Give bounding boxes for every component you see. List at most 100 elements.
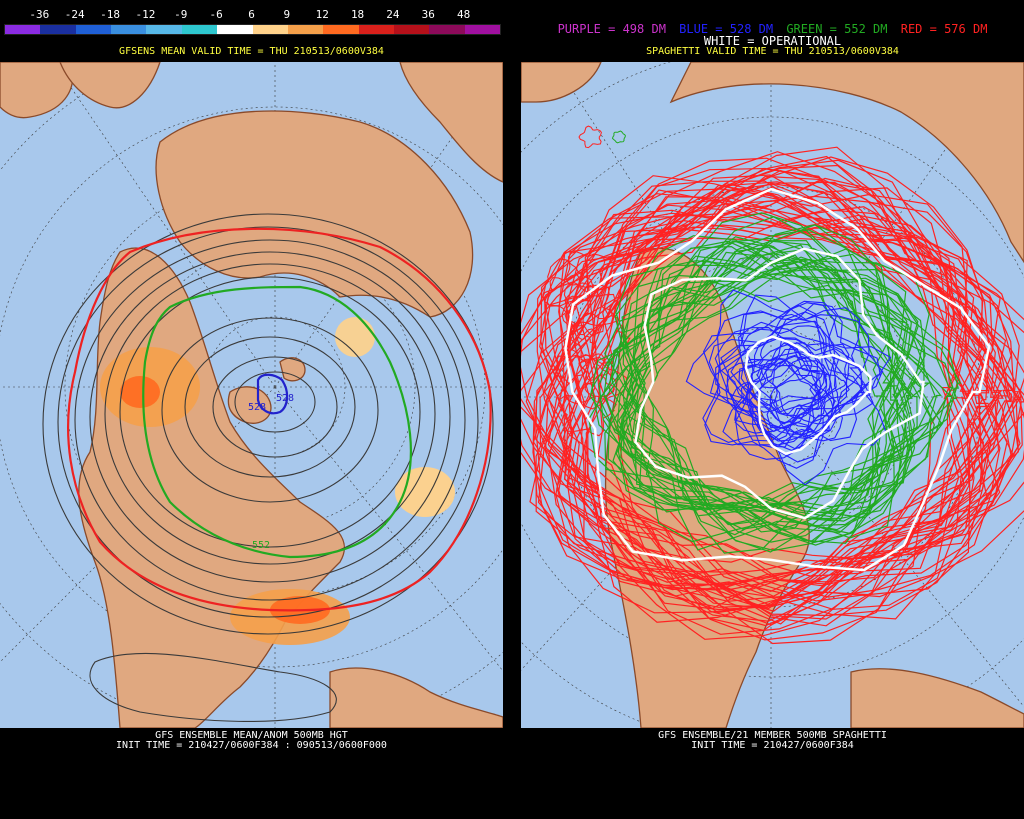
spaghetti-528-line [709, 302, 881, 446]
spaghetti-528-line [738, 321, 850, 433]
scale-tick-label: -6 [209, 8, 223, 21]
scale-tick-label: -18 [100, 8, 120, 21]
spaghetti-576-line [540, 146, 1024, 620]
spaghetti-576-line [564, 354, 617, 405]
scale-tick-label: -12 [135, 8, 156, 21]
legend-green: GREEN = 552 DM [786, 22, 888, 36]
left-map: 528 528 552 [0, 62, 503, 728]
scale-swatch [464, 25, 501, 34]
spaghetti-lines [521, 125, 1024, 645]
scale-swatch [5, 25, 41, 34]
spaghetti-528-line [740, 358, 822, 433]
spaghetti-576-line [575, 358, 628, 410]
spaghetti-576-line [558, 382, 617, 437]
spaghetti-legend: PURPLE = 498 DM BLUE = 528 DM GREEN = 55… [521, 22, 1024, 36]
operational-528-line [744, 335, 872, 456]
spaghetti-576-line [539, 184, 1014, 620]
spaghetti-576-line [552, 354, 587, 385]
scale-swatch [287, 25, 324, 34]
scale-tick-label: 48 [457, 8, 471, 21]
contour-576-line [67, 227, 492, 612]
scale-tick-label: -24 [64, 8, 85, 21]
spaghetti-552-line [598, 253, 958, 551]
spaghetti-576-line [571, 335, 597, 359]
spaghetti-552-line [607, 240, 919, 536]
operational-552-line [634, 247, 925, 520]
scale-tick-labels: -36 -24 -18 -12 -9 -6 6 9 12 18 24 36 48 [4, 8, 499, 22]
scale-tick-label: 24 [386, 8, 400, 21]
spaghetti-576-line [536, 157, 1021, 591]
spaghetti-552-line [604, 244, 925, 554]
legend-purple: PURPLE = 498 DM [557, 22, 666, 36]
scale-tick-label: 12 [315, 8, 329, 21]
scale-tick-label: -36 [29, 8, 50, 21]
scale-tick-label: 9 [283, 8, 291, 21]
scale-swatch [358, 25, 394, 34]
mean-anomaly-map: 528 528 552 [0, 62, 503, 728]
scale-swatch [429, 25, 465, 34]
scale-swatch [40, 25, 76, 34]
scale-swatch [181, 25, 218, 34]
spaghetti-576-line [565, 286, 618, 337]
spaghetti-576-line [547, 212, 992, 612]
spaghetti-576-line [558, 218, 981, 597]
right-footer-init: INIT TIME = 210427/0600F384 [691, 740, 854, 751]
spaghetti-576-line [544, 175, 1009, 602]
spaghetti-576-line [569, 204, 1012, 611]
spaghetti-552-line [622, 251, 907, 533]
spaghetti-576-line [521, 195, 990, 641]
legend-red: RED = 576 DM [900, 22, 988, 36]
contour-label-528b: 528 [276, 393, 294, 404]
scale-tick-label: 6 [248, 8, 255, 21]
spaghetti-528-line [756, 354, 820, 415]
scale-tick-label: 18 [350, 8, 365, 21]
right-map [521, 62, 1024, 728]
spaghetti-528-line [714, 327, 864, 460]
scale-swatch [111, 25, 147, 34]
operational-576-line [564, 187, 991, 572]
contour-label-528a: 528 [248, 402, 266, 413]
contour-label-552: 552 [252, 540, 270, 551]
spaghetti-576-line [584, 200, 1000, 586]
spaghetti-552-line [617, 235, 930, 534]
right-footer-title: GFS ENSEMBLE/21 MEMBER 500MB SPAGHETTI [658, 730, 887, 741]
spaghetti-576-line [563, 182, 975, 592]
spaghetti-576-line [525, 182, 1012, 626]
contour-528-line [256, 373, 289, 415]
scale-swatch [393, 25, 430, 34]
spaghetti-576-line [521, 156, 990, 617]
scale-swatch [252, 25, 288, 34]
spaghetti-528-line [720, 311, 892, 486]
scale-swatch [75, 25, 112, 34]
spaghetti-map [521, 62, 1024, 728]
scale-tick-label: -9 [174, 8, 188, 21]
spaghetti-552-line [611, 130, 626, 144]
spaghetti-576-line [548, 181, 1012, 590]
height-contours [42, 213, 494, 722]
spaghetti-576-line [521, 175, 1008, 627]
left-valid-time: GFSENS MEAN VALID TIME = THU 210513/0600… [119, 46, 384, 57]
spaghetti-576-line [562, 196, 987, 583]
spaghetti-552-line [616, 260, 895, 511]
legend-blue: BLUE = 528 DM [679, 22, 774, 36]
spaghetti-552-line [603, 240, 942, 553]
spaghetti-528-line [685, 289, 848, 442]
scale-swatch [323, 25, 359, 34]
spaghetti-576-line [578, 125, 602, 149]
anomaly-color-scale: -36 -24 -18 -12 -9 -6 6 9 12 18 24 36 48 [4, 8, 501, 35]
spaghetti-576-line [536, 193, 1020, 640]
spaghetti-576-line [564, 199, 968, 577]
scale-swatch [217, 25, 253, 34]
left-footer-title: GFS ENSEMBLE MEAN/ANOM 500MB HGT [155, 730, 348, 741]
spaghetti-528-line [750, 337, 865, 437]
spaghetti-528-line [725, 342, 823, 435]
legend-white: WHITE = OPERATIONAL [703, 34, 842, 48]
spaghetti-576-line [564, 295, 614, 336]
spaghetti-528-line [749, 355, 843, 442]
panel-divider [503, 0, 521, 819]
spaghetti-528-line [756, 337, 813, 389]
spaghetti-panel: PURPLE = 498 DM BLUE = 528 DM GREEN = 55… [521, 0, 1024, 819]
spaghetti-576-line [532, 167, 1019, 587]
contour-552-line [142, 285, 413, 559]
spaghetti-552-line [623, 255, 909, 522]
